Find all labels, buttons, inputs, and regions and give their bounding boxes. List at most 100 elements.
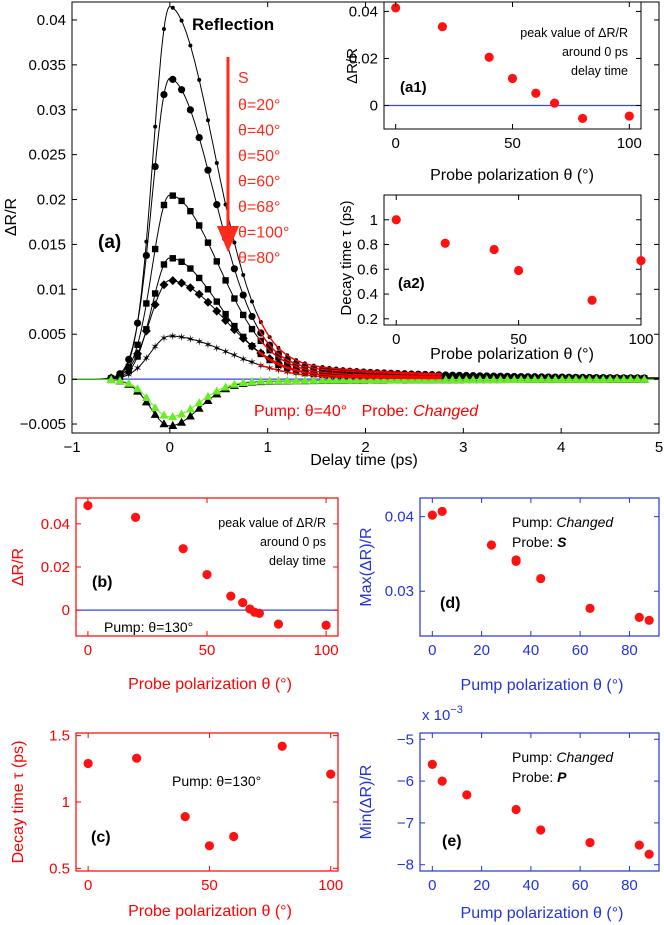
y-tick-label: 1 (370, 212, 378, 229)
y-tick-label: 1.5 (49, 728, 70, 745)
data-point (226, 591, 236, 601)
series-marker: ✶ (300, 370, 309, 382)
panel-e-plot: 0 20 40 60 80 −8 −7 −6 −5 (397, 731, 659, 894)
y-tick-label: −6 (397, 773, 414, 790)
series-marker (585, 374, 595, 383)
y-tick-label: 0.02 (349, 50, 378, 67)
data-point (273, 619, 284, 629)
series-marker (516, 374, 526, 383)
probe-value: Changed (413, 403, 479, 420)
series-marker (153, 124, 158, 129)
x-tick-label: −1 (63, 439, 80, 456)
data-point (132, 753, 142, 763)
panel-a-title: Reflection (192, 15, 274, 34)
series-marker (317, 375, 327, 384)
series-marker (168, 421, 178, 430)
legend-entry: θ=80° (238, 250, 280, 267)
series-marker (591, 374, 601, 383)
series-marker (203, 396, 213, 405)
panel-d-annotation-probe: Probe: S (512, 534, 567, 550)
series-marker (448, 375, 458, 384)
y-tick-label: 0.02 (41, 559, 70, 576)
series-marker: ✶ (239, 354, 248, 366)
fit-line (257, 327, 442, 376)
data-point (636, 256, 646, 266)
panel-a: ✶✶✶✶✶✶✶✶✶✶✶✶✶✶✶✶✶✶✶✶✶✶✶✶✶✶✶✶✶✶✶✶✶✶✶✶✶✶✶✶… (3, 1, 663, 469)
x-tick-label: 1 (263, 439, 271, 456)
data-point (587, 295, 597, 305)
data-point (507, 73, 518, 84)
x-tick-label: 100 (628, 331, 653, 348)
series-marker (106, 375, 116, 384)
data-point (585, 603, 595, 614)
series-marker (168, 276, 178, 286)
y-tick-label: 0 (370, 97, 378, 114)
probe-value: S (557, 534, 567, 550)
series-marker (178, 258, 185, 265)
pump-value: Changed (556, 514, 614, 530)
series-marker (187, 265, 194, 272)
fit-line (257, 363, 442, 380)
y-tick-label: 0.035 (28, 57, 66, 74)
series-marker (124, 378, 134, 387)
panel-c-xlabel: Probe polarization θ (°) (128, 903, 292, 920)
series-marker (169, 192, 176, 199)
series-marker (241, 272, 246, 277)
x-tick-label: 80 (621, 642, 638, 659)
series-marker (177, 86, 186, 94)
series-marker: ✶ (159, 333, 168, 345)
series-marker (265, 376, 275, 385)
panel-a-label: (a) (98, 232, 121, 253)
y-tick-label: 0.8 (357, 237, 378, 254)
pump-text: Pump: θ=40° (254, 403, 347, 420)
y-tick-label: 0.5 (49, 860, 70, 877)
series-marker (212, 306, 222, 316)
series-marker (160, 261, 168, 268)
x-tick-label: 5 (655, 439, 663, 456)
legend-entry: θ=40° (238, 123, 280, 140)
series-marker (231, 295, 238, 302)
data-point (462, 790, 472, 800)
series-marker (222, 277, 229, 284)
y-tick-label: 0 (58, 371, 66, 388)
series-marker (150, 403, 160, 412)
panel-a1-label: (a1) (400, 79, 427, 96)
panel-e-label: (e) (442, 833, 462, 850)
data-point (484, 52, 494, 62)
data-point (531, 88, 541, 98)
panel-d-frame (419, 497, 660, 637)
data-point (326, 769, 336, 779)
series-marker (212, 386, 222, 395)
panel-a2: 0 50 100 0.2 0.4 0.6 0.8 1 (a2) Probe polarizat… (338, 194, 654, 363)
legend-entry: θ=60° (238, 174, 280, 191)
series-marker (475, 375, 485, 384)
series-marker: ✶ (265, 363, 274, 375)
series-marker (125, 355, 133, 363)
series-marker (619, 374, 629, 383)
data-point (391, 3, 401, 13)
data-point (585, 837, 595, 848)
series-marker (420, 375, 430, 384)
series-marker (309, 375, 319, 384)
data-point (536, 825, 546, 835)
series-marker (151, 290, 159, 297)
y-tick-label: 0.6 (357, 261, 378, 278)
series-marker (222, 310, 229, 318)
x-tick-label: 4 (557, 439, 565, 456)
legend-title: S (238, 70, 249, 87)
series-marker (151, 162, 159, 171)
x-tick-label: 2 (361, 439, 369, 456)
pump-value: Changed (556, 749, 614, 765)
data-point (83, 758, 93, 769)
data-point (321, 620, 331, 630)
panel-c-frame (75, 732, 339, 872)
data-point (204, 841, 215, 851)
series-marker (204, 286, 212, 293)
panel-d-label: (d) (440, 595, 460, 612)
panel-b-label: (b) (92, 574, 112, 591)
x-tick-label: 20 (473, 642, 490, 659)
series-marker: ✶ (186, 334, 195, 346)
x-tick-label: 0 (166, 439, 174, 456)
pump-label: Pump: (512, 514, 556, 530)
